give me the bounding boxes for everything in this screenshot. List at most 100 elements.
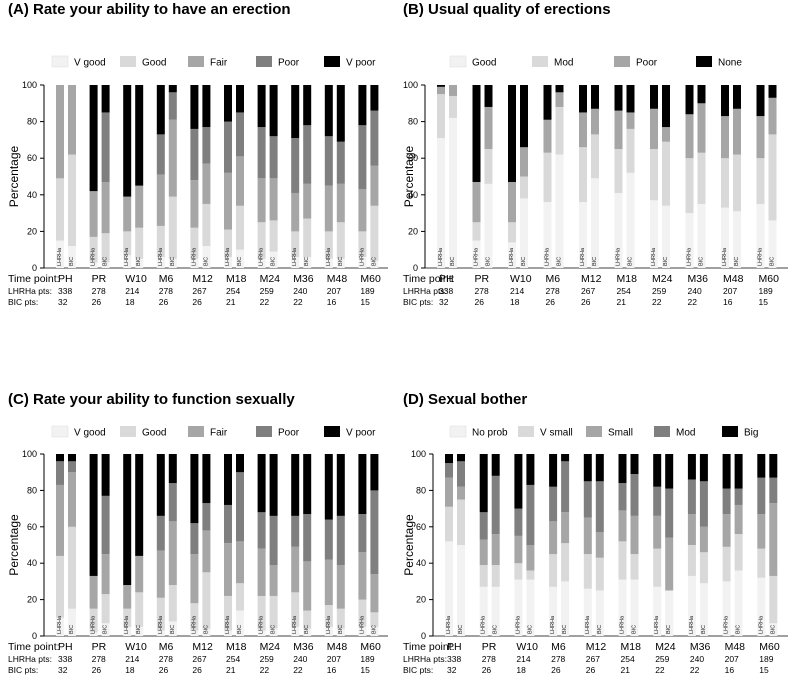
bar-segment	[626, 85, 635, 113]
bar-segment	[224, 595, 232, 631]
bar-segment	[561, 454, 570, 462]
bar-segment	[89, 632, 98, 636]
bar-segment	[662, 141, 670, 206]
bar-group-label: BIC	[557, 257, 563, 266]
legend-swatch	[654, 426, 670, 437]
bar-group-label: BIC	[770, 257, 776, 266]
time-point-tick: M6	[159, 273, 174, 285]
bar-segment	[358, 257, 367, 268]
bar-segment	[508, 181, 516, 223]
bar-segment	[650, 108, 658, 150]
bic-count: 22	[655, 665, 665, 675]
bic-count: 26	[551, 665, 561, 675]
bic-count: 15	[759, 297, 769, 307]
y-tick-label: 0	[32, 631, 37, 641]
bar-segment	[257, 222, 266, 259]
lhrha-count: 278	[475, 286, 489, 296]
bar-segment	[457, 499, 465, 545]
bar-group-label: BIC	[170, 257, 176, 266]
bar-segment	[733, 85, 741, 109]
bic-label: BIC pts:	[403, 665, 433, 675]
bic-count: 16	[723, 297, 733, 307]
bar-segment	[722, 546, 731, 582]
bar-segment	[101, 554, 110, 595]
bar-segment	[202, 454, 211, 504]
bar-segment	[561, 461, 570, 513]
time-point-tick: M18	[621, 641, 642, 653]
legend-label: Small	[608, 428, 633, 439]
bar-segment	[697, 103, 706, 153]
bar-group-label: BIC	[103, 257, 109, 266]
time-point-tick: PH	[439, 273, 454, 285]
bar-segment	[370, 612, 379, 627]
time-point-label: Time point:	[403, 641, 455, 653]
bar-group-label: LHRHa	[259, 615, 265, 634]
panel-title: (A) Rate your ability to have an erectio…	[8, 1, 291, 18]
bic-count: 26	[192, 665, 202, 675]
bar-group-label: BIC	[170, 625, 176, 634]
bar-segment	[89, 575, 98, 609]
bar-segment	[202, 628, 211, 636]
bar-segment	[168, 454, 177, 484]
bar-group-label: LHRHa	[616, 247, 622, 266]
bar-group-label: LHRHa	[292, 247, 298, 266]
bar-segment	[324, 185, 333, 232]
bar-segment	[665, 590, 674, 636]
y-tick-label: 40	[416, 558, 426, 568]
bar-segment	[697, 152, 706, 204]
bar-group-label: LHRHa	[124, 615, 130, 634]
bar-segment	[156, 225, 165, 258]
bar-segment	[123, 454, 132, 586]
panel-title: (B) Usual quality of erections	[403, 1, 611, 18]
bar-segment	[269, 628, 278, 636]
bar-segment	[697, 85, 706, 104]
bar-group-label: LHRHa	[359, 247, 365, 266]
bar-segment	[699, 526, 708, 553]
bar-segment	[457, 461, 465, 487]
bic-count: 18	[125, 665, 135, 675]
bar-segment	[757, 577, 766, 636]
bar-segment	[156, 257, 165, 268]
time-point-tick: PR	[482, 641, 497, 653]
bic-count: 18	[125, 297, 135, 307]
time-point-tick: W10	[125, 641, 147, 653]
bar-segment	[168, 85, 177, 93]
legend-swatch	[51, 55, 69, 68]
bar-segment	[445, 463, 453, 478]
legend-label: Good	[142, 428, 166, 439]
bar-group-label: BIC	[136, 625, 142, 634]
bar-segment	[269, 178, 278, 221]
bar-segment	[437, 86, 445, 95]
bar-segment	[370, 574, 379, 613]
bar-segment	[653, 586, 662, 636]
lhrha-label: LHRHa pts:	[403, 286, 447, 296]
bar-segment	[224, 229, 232, 258]
legend-label: Big	[744, 428, 758, 439]
bar-group-label: LHRHa	[57, 615, 63, 634]
bar-segment	[236, 112, 244, 157]
bar-group-label: BIC	[450, 257, 456, 266]
bar-group-label: BIC	[493, 625, 499, 634]
legend-label: V good	[74, 58, 106, 69]
bar-segment	[370, 85, 379, 111]
bar-group-label: LHRHa	[689, 615, 695, 634]
bar-group-label: BIC	[628, 257, 634, 266]
bar-segment	[324, 605, 333, 627]
bar-segment	[579, 85, 587, 113]
bar-segment	[257, 548, 266, 596]
bar-group-label: BIC	[562, 625, 568, 634]
bic-count: 26	[92, 665, 102, 675]
lhrha-count: 338	[447, 654, 461, 664]
legend-label: Poor	[278, 428, 300, 439]
bar-segment	[101, 594, 110, 624]
lhrha-count: 207	[327, 654, 341, 664]
bar-segment	[549, 521, 558, 555]
time-point-tick: PH	[58, 273, 73, 285]
time-point-tick: M36	[293, 641, 314, 653]
bar-segment	[583, 517, 592, 555]
bar-segment	[336, 515, 345, 566]
legend-label: Mod	[676, 428, 695, 439]
bar-segment	[269, 251, 278, 268]
bar-segment	[699, 583, 708, 636]
bar-segment	[514, 508, 523, 536]
